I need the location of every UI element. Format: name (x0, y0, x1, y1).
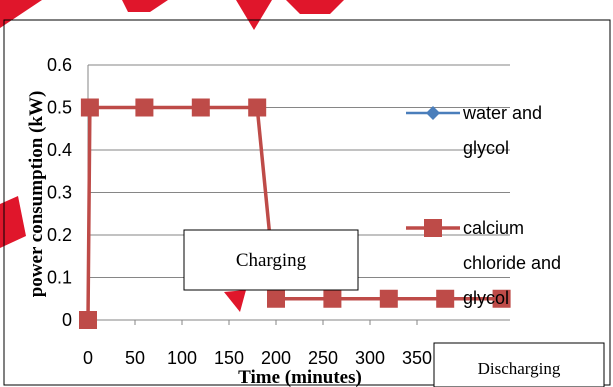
x-tick-label: 300 (355, 348, 385, 368)
x-tick-label: 200 (261, 348, 291, 368)
data-point (436, 289, 455, 308)
watermark-mark (0, 0, 344, 312)
legend-label: glycol (463, 138, 509, 158)
x-tick-label: 250 (308, 348, 338, 368)
data-point (323, 289, 342, 308)
series-line (86, 105, 502, 321)
y-tick-label: 0.4 (47, 140, 72, 160)
legend-swatch-marker (426, 106, 440, 120)
series-layer (79, 98, 511, 329)
legend-label: calcium (463, 218, 524, 238)
data-point (492, 289, 511, 308)
x-axis-title: Time (minutes) (238, 367, 362, 387)
y-tick-label: 0.6 (47, 55, 72, 75)
legend-label: water and (462, 103, 542, 123)
y-axis-title: power consumption (kW) (26, 91, 47, 298)
discharging-label: Discharging (478, 359, 561, 378)
x-tick-label: 350 (402, 348, 432, 368)
chart-frame (3, 19, 611, 386)
data-point (135, 98, 154, 117)
y-tick-label: 0.3 (47, 183, 72, 203)
y-tick-label: 0.2 (47, 225, 72, 245)
x-tick-label: 100 (167, 348, 197, 368)
y-tick-labels: 0 0.1 0.2 0.3 0.4 0.5 0.6 (47, 55, 72, 330)
legend-swatch-marker (424, 219, 442, 237)
y-tick-label: 0.5 (47, 98, 72, 118)
legend-label: chloride and (463, 253, 561, 273)
x-tick-label: 50 (125, 348, 145, 368)
y-tick-label: 0 (62, 310, 72, 330)
legend-label: glycol (463, 288, 509, 308)
charging-callout: Charging (183, 229, 359, 291)
data-point (379, 289, 398, 308)
data-point (267, 289, 285, 308)
data-point (248, 98, 267, 117)
data-point (80, 98, 99, 117)
data-point (191, 98, 210, 117)
charging-label: Charging (236, 250, 307, 271)
discharging-callout: Discharging (433, 342, 605, 387)
x-tick-label: 150 (214, 348, 244, 368)
y-tick-label: 0.1 (47, 268, 72, 288)
legend-item: calcium chloride and glycol (406, 218, 561, 308)
legend: water and glycol calcium chloride and glycol (406, 103, 561, 308)
data-point (79, 311, 97, 329)
x-tick-labels: 0 50 100 150 200 250 300 350 (83, 320, 432, 368)
legend-item: water and glycol (406, 103, 542, 158)
x-tick-label: 0 (83, 348, 93, 368)
series-1 (79, 98, 511, 329)
